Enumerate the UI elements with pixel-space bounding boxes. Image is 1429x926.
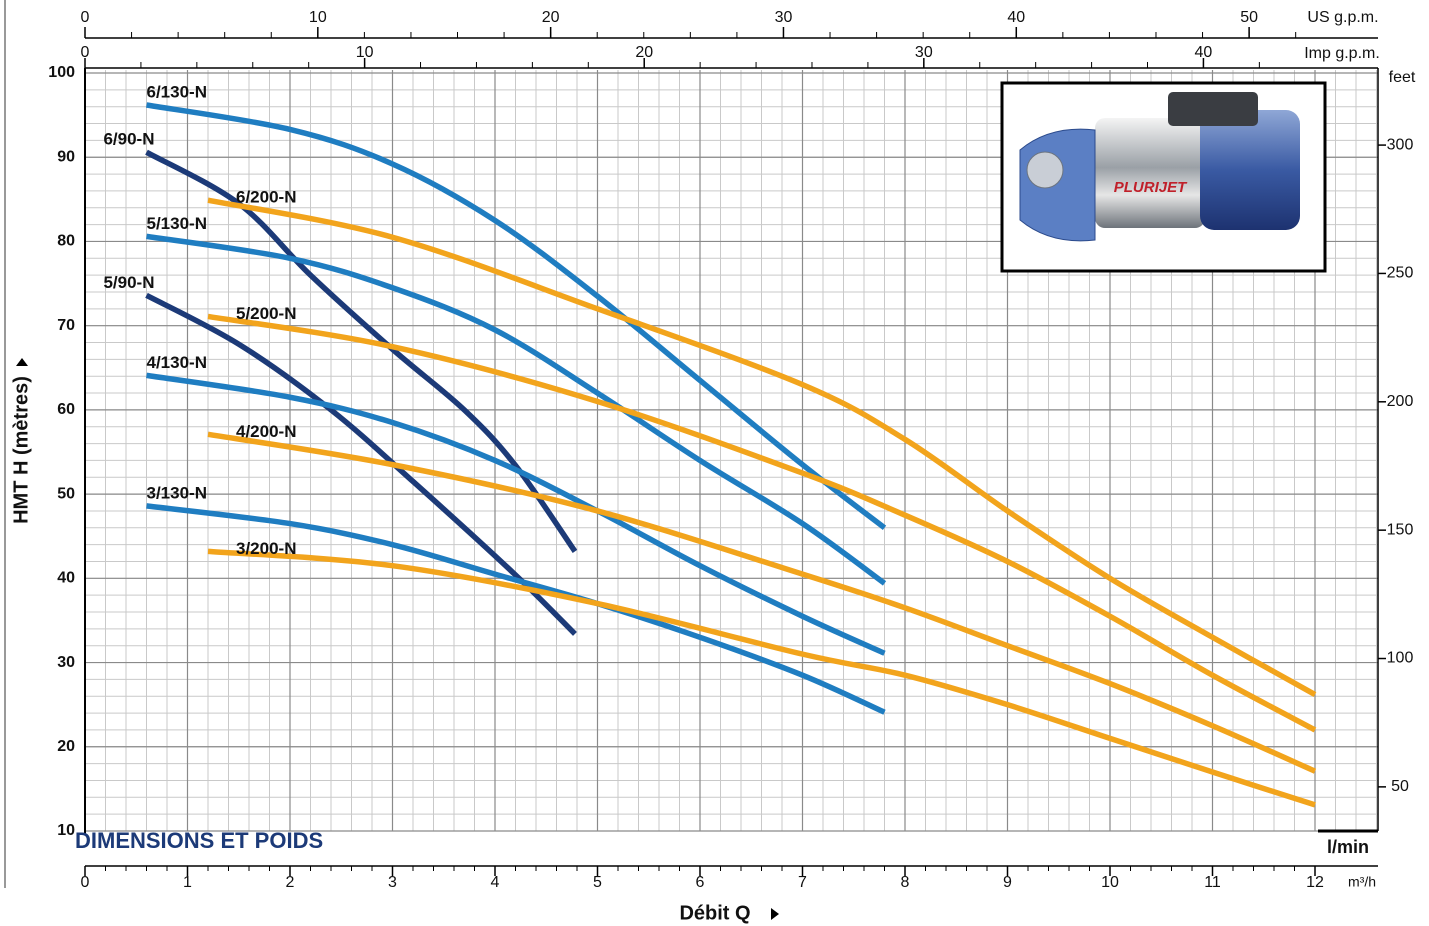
x-unit-label: m³/h bbox=[1348, 874, 1376, 890]
series-label: 3/130-N bbox=[147, 483, 207, 502]
x-axis-title: Débit Q bbox=[679, 902, 750, 924]
x3-tick-label: 20 bbox=[635, 44, 653, 61]
x-tick-label: 3 bbox=[388, 874, 397, 891]
x-tick-label: 9 bbox=[1003, 874, 1012, 891]
product-photo: PLURIJET bbox=[1002, 83, 1325, 271]
series-label: 3/200-N bbox=[236, 539, 296, 558]
x2-axis-title: US g.p.m. bbox=[1307, 9, 1378, 26]
x2-tick-label: 30 bbox=[775, 9, 793, 26]
y-tick-label: 20 bbox=[57, 738, 75, 755]
x3-tick-label: 0 bbox=[81, 44, 90, 61]
x2-tick-label: 0 bbox=[81, 9, 90, 26]
y-tick-label: 10 bbox=[57, 822, 75, 839]
x3-axis-title: Imp g.p.m. bbox=[1304, 45, 1380, 62]
y-tick-label: 70 bbox=[57, 317, 75, 334]
x-tick-label: 4 bbox=[491, 874, 500, 891]
y-tick-label: 60 bbox=[57, 401, 75, 418]
x-tick-label: 5 bbox=[593, 874, 602, 891]
x-tick-label: 10 bbox=[1101, 874, 1119, 891]
alt-x-label: l/min bbox=[1327, 837, 1369, 857]
series-label: 5/130-N bbox=[147, 214, 207, 233]
x-tick-label: 0 bbox=[81, 874, 90, 891]
y2-tick-label: 150 bbox=[1387, 521, 1414, 538]
x-tick-label: 2 bbox=[286, 874, 295, 891]
terminal-box bbox=[1168, 92, 1258, 126]
y-tick-label: 40 bbox=[57, 570, 75, 587]
series-label: 4/130-N bbox=[147, 353, 207, 372]
series-label: 6/90-N bbox=[103, 130, 154, 149]
pump-head bbox=[1020, 129, 1095, 241]
y-axis-title: HMT H (mètres) bbox=[10, 376, 32, 524]
x3-tick-label: 10 bbox=[356, 44, 374, 61]
series-label: 5/200-N bbox=[236, 304, 296, 323]
x2-tick-label: 20 bbox=[542, 9, 560, 26]
series-label: 4/200-N bbox=[236, 422, 296, 441]
x3-tick-label: 40 bbox=[1195, 44, 1213, 61]
x-tick-label: 6 bbox=[696, 874, 705, 891]
x-tick-label: 8 bbox=[901, 874, 910, 891]
x2-tick-label: 40 bbox=[1007, 9, 1025, 26]
pump-inlet bbox=[1027, 152, 1063, 188]
series-label: 5/90-N bbox=[103, 273, 154, 292]
y-tick-label: 100 bbox=[48, 64, 75, 81]
annotation: DIMENSIONS ET POIDS bbox=[75, 828, 323, 853]
y-tick-label: 80 bbox=[57, 233, 75, 250]
x2-tick-label: 10 bbox=[309, 9, 327, 26]
y-tick-label: 50 bbox=[57, 485, 75, 502]
x3-tick-label: 30 bbox=[915, 44, 933, 61]
chart: 0123456789101112102030405060708090100010… bbox=[0, 0, 1429, 926]
photo-logo: PLURIJET bbox=[1114, 179, 1188, 196]
y2-tick-label: 100 bbox=[1387, 650, 1414, 667]
x-tick-label: 11 bbox=[1204, 874, 1221, 891]
x-tick-label: 7 bbox=[798, 874, 807, 891]
x-arrow bbox=[771, 908, 779, 920]
y-tick-label: 30 bbox=[57, 654, 75, 671]
y2-tick-label: 50 bbox=[1391, 778, 1409, 795]
y2-tick-label: 200 bbox=[1387, 393, 1414, 410]
series-label: 6/200-N bbox=[236, 188, 296, 207]
pump-body bbox=[1095, 118, 1205, 228]
x-tick-label: 1 bbox=[183, 874, 192, 891]
y-tick-label: 90 bbox=[57, 148, 75, 165]
y-arrow bbox=[16, 358, 28, 366]
x2-tick-label: 50 bbox=[1240, 9, 1258, 26]
y2-axis-title: feet bbox=[1389, 69, 1416, 86]
series-label: 6/130-N bbox=[147, 82, 207, 101]
x-tick-label: 12 bbox=[1306, 874, 1324, 891]
y2-tick-label: 250 bbox=[1387, 265, 1414, 282]
pump-motor bbox=[1200, 110, 1300, 230]
y2-tick-label: 300 bbox=[1387, 136, 1414, 153]
